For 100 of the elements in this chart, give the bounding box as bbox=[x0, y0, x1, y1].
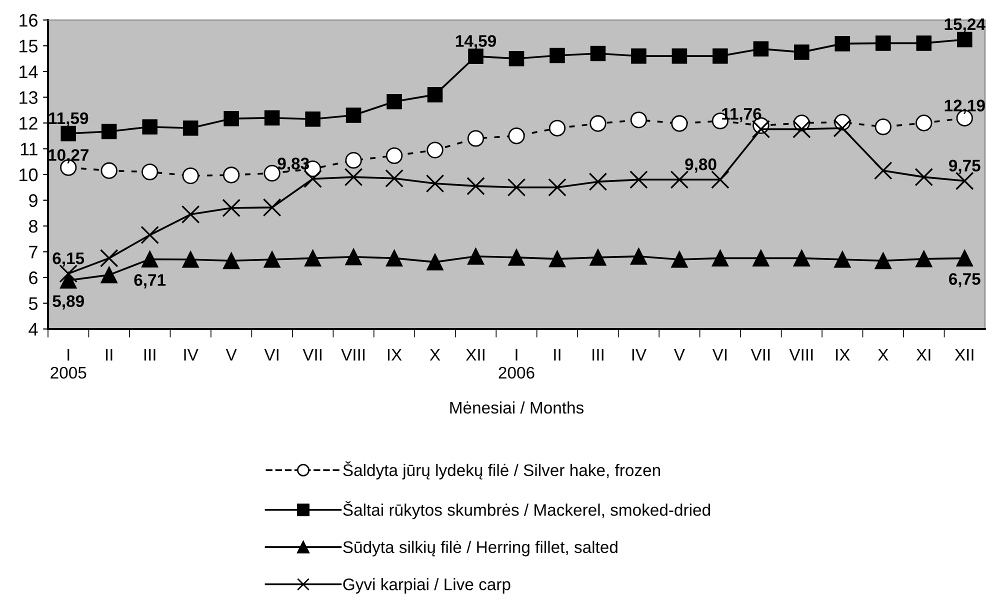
y-tick-label: 5 bbox=[28, 297, 38, 310]
point bbox=[508, 249, 525, 266]
point bbox=[753, 41, 769, 56]
point bbox=[426, 174, 444, 193]
data-label: 6,75 bbox=[949, 273, 980, 288]
x-tick-label: VI bbox=[264, 349, 278, 361]
point bbox=[386, 94, 402, 110]
y-tick-label: 13 bbox=[20, 91, 38, 104]
point bbox=[630, 170, 648, 189]
y-tick-label: 12 bbox=[20, 116, 38, 130]
point bbox=[712, 250, 729, 267]
point bbox=[916, 36, 932, 51]
point bbox=[590, 46, 606, 62]
point bbox=[264, 251, 280, 268]
point bbox=[548, 250, 566, 268]
point bbox=[671, 251, 688, 268]
point bbox=[386, 250, 403, 267]
point bbox=[508, 128, 525, 144]
data-label: 9,75 bbox=[948, 160, 980, 174]
point bbox=[956, 250, 973, 267]
point bbox=[60, 126, 76, 142]
point bbox=[101, 124, 117, 140]
point bbox=[467, 130, 484, 147]
point bbox=[426, 254, 444, 270]
point bbox=[916, 250, 932, 268]
point bbox=[876, 36, 891, 51]
point bbox=[222, 252, 240, 270]
x-tick-label: VIII bbox=[789, 349, 813, 361]
point bbox=[305, 112, 320, 127]
point bbox=[100, 266, 118, 284]
y-tick-label: 4 bbox=[28, 323, 38, 336]
x-tick-label: X bbox=[878, 349, 888, 361]
point bbox=[181, 205, 200, 224]
data-label: 6,15 bbox=[52, 252, 84, 267]
point bbox=[630, 248, 648, 265]
point bbox=[182, 251, 199, 268]
y-tick-label: 11 bbox=[20, 142, 38, 156]
data-label: 10,27 bbox=[48, 149, 88, 164]
point bbox=[467, 248, 484, 265]
y-tick-label: 7 bbox=[29, 246, 38, 258]
x-tick-label: XII bbox=[466, 349, 484, 361]
y-tick-label: 9 bbox=[29, 194, 38, 207]
x-tick-label: IV bbox=[632, 349, 647, 361]
point bbox=[631, 48, 646, 64]
y-tick-label: 15 bbox=[20, 40, 38, 52]
legend-label: Gyvi karpiai / Live carp bbox=[343, 578, 510, 594]
legend-label: Sūdyta silkių filė / Herring fillet, salted bbox=[343, 540, 618, 556]
point bbox=[507, 178, 526, 197]
point bbox=[224, 110, 239, 126]
x-tick-label: II bbox=[554, 349, 560, 361]
x-tick-label: III bbox=[592, 349, 604, 361]
point bbox=[672, 48, 688, 64]
point bbox=[630, 112, 648, 128]
x-tick-label: IX bbox=[388, 349, 402, 361]
legend-label: Šaltai rūkytos skumbrės / Mackerel, smoked-dried bbox=[343, 501, 710, 520]
point bbox=[833, 118, 852, 138]
y-tick-label: 6 bbox=[29, 271, 38, 284]
point bbox=[100, 249, 118, 268]
point bbox=[60, 272, 77, 289]
x-tick-label: VII bbox=[750, 349, 770, 361]
x-tick-label: XII bbox=[954, 349, 974, 361]
x-tick-label: VII bbox=[302, 349, 322, 361]
y-tick-label: 16 bbox=[20, 14, 38, 27]
point bbox=[550, 48, 565, 64]
point bbox=[386, 147, 403, 164]
point bbox=[304, 250, 322, 267]
x-tick-label: III bbox=[144, 349, 156, 361]
data-label: 11,59 bbox=[49, 112, 88, 127]
point bbox=[834, 251, 851, 268]
x-tick-label: IV bbox=[184, 349, 198, 361]
point bbox=[916, 114, 932, 132]
point bbox=[834, 36, 850, 52]
x-tick-label: I 2006 bbox=[498, 349, 534, 379]
x-axis-title: Mėnesiai / Months bbox=[450, 401, 584, 414]
point bbox=[346, 108, 362, 123]
point bbox=[956, 32, 972, 48]
data-label: 5,89 bbox=[52, 295, 84, 310]
x-tick-label: II bbox=[106, 349, 112, 361]
point bbox=[100, 162, 118, 179]
x-tick-label: I 2005 bbox=[50, 349, 86, 379]
point bbox=[344, 168, 363, 186]
point bbox=[590, 115, 606, 132]
x-tick-label: V bbox=[226, 349, 237, 361]
point bbox=[222, 166, 240, 184]
point bbox=[508, 50, 524, 66]
x-tick-label: XI bbox=[916, 349, 930, 361]
point bbox=[712, 48, 728, 64]
point bbox=[793, 250, 810, 267]
point bbox=[548, 178, 566, 197]
x-tick-label: IX bbox=[836, 349, 850, 361]
point bbox=[874, 161, 892, 180]
point bbox=[385, 169, 404, 188]
point bbox=[590, 249, 606, 266]
data-label: 9,80 bbox=[685, 158, 716, 173]
data-label: 15,24 bbox=[944, 18, 986, 33]
point bbox=[182, 120, 198, 136]
point bbox=[345, 152, 362, 169]
point bbox=[752, 250, 770, 267]
y-tick-label: 8 bbox=[29, 220, 38, 233]
point bbox=[222, 198, 240, 218]
